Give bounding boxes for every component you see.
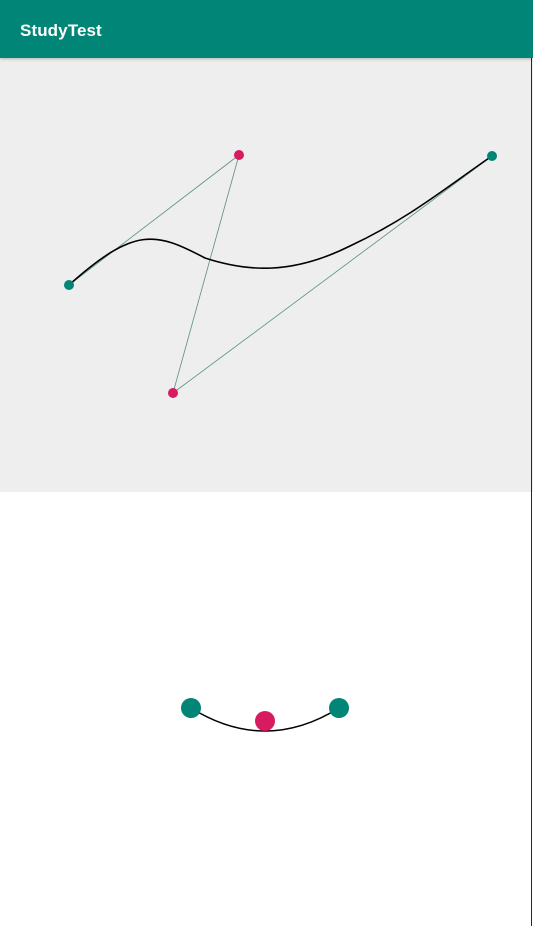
control-line-middle <box>172 154 240 394</box>
left-endpoint-handle[interactable] <box>181 698 201 718</box>
app-title: StudyTest <box>20 21 102 40</box>
right-endpoint-handle[interactable] <box>329 698 349 718</box>
control-line-start <box>68 154 240 286</box>
end-point-handle[interactable] <box>487 151 497 161</box>
quadratic-control-handle[interactable] <box>255 711 275 731</box>
control-point-one-handle[interactable] <box>234 150 244 160</box>
app-bar: StudyTest <box>0 0 533 58</box>
cubic-bezier-curve <box>68 155 493 286</box>
right-edge-divider <box>531 58 532 926</box>
quadratic-bezier-canvas[interactable] <box>0 492 533 926</box>
control-point-two-handle[interactable] <box>168 388 178 398</box>
start-point-handle[interactable] <box>64 280 74 290</box>
control-line-end <box>172 155 493 394</box>
quadratic-bezier-drawing <box>181 698 349 732</box>
cubic-bezier-drawing <box>64 150 497 398</box>
cubic-bezier-canvas[interactable] <box>0 58 533 492</box>
